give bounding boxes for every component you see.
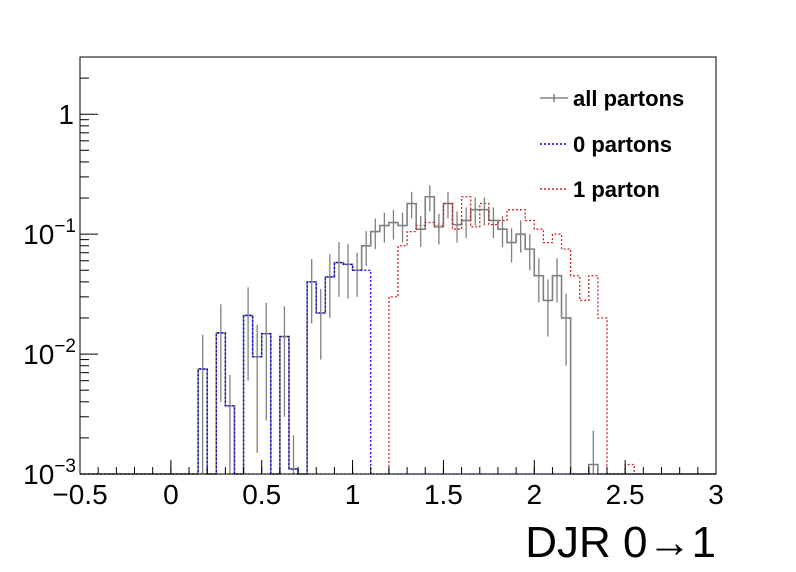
x-tick-label: 0	[163, 479, 179, 510]
x-tick-label: 3	[708, 479, 724, 510]
plot-frame	[79, 56, 717, 475]
legend-label-0-partons: 0 partons	[573, 132, 672, 157]
legend-label-1-parton: 1 parton	[573, 177, 660, 202]
y-tick-label: 10−2	[23, 336, 76, 370]
x-tick-label: −0.5	[52, 479, 107, 510]
axes-layer: −0.5 0 0.5 1 1.5 2 2.5 3 10−3 10−2 10−1 1	[23, 56, 724, 510]
x-tick-label: 1	[345, 479, 361, 510]
x-axis-title: DJR 0→1	[525, 518, 716, 567]
x-tick-label: 2.5	[606, 479, 645, 510]
y-tick-label: 1	[58, 99, 74, 130]
x-tick-label: 0.5	[242, 479, 281, 510]
y-tick-label: 10−1	[23, 216, 76, 250]
x-tick-label: 2	[526, 479, 542, 510]
legend: all partons 0 partons 1 parton	[540, 86, 684, 202]
plot-layer	[80, 185, 716, 475]
series-0-partons-line	[80, 261, 716, 475]
legend-label-all-partons: all partons	[573, 86, 684, 111]
x-tick-label: 1.5	[424, 479, 463, 510]
y-tick-label: 10−3	[23, 456, 76, 490]
